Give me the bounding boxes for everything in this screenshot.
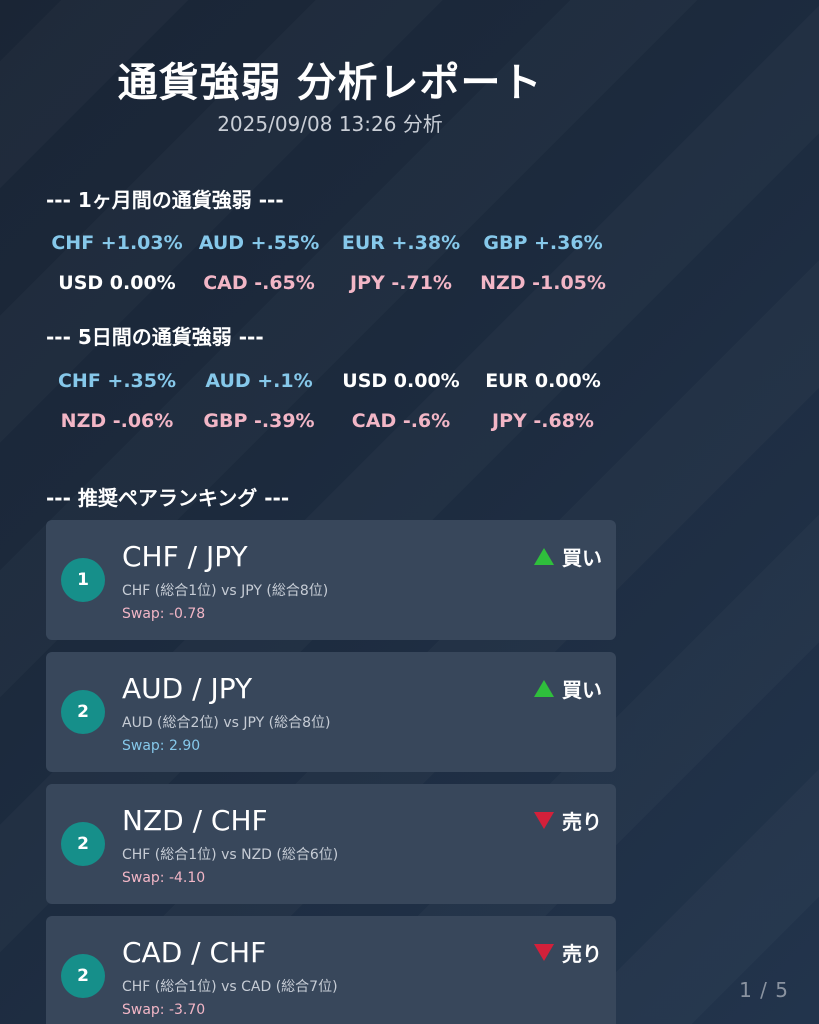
month-strength-item: EUR +.38%: [341, 232, 461, 254]
pair-swap: Swap: -0.78: [122, 606, 206, 622]
rank-badge: 2: [61, 822, 105, 866]
rank-badge: 2: [61, 954, 105, 998]
page-indicator: 1 / 5: [739, 978, 789, 1002]
five-day-strength-item: USD 0.00%: [342, 370, 460, 392]
five-day-strength-grid: CHF +.35% AUD +.1% USD 0.00% EUR 0.00% N…: [46, 370, 616, 433]
pair-detail: CHF (総合1位) vs CAD (総合7位): [122, 979, 338, 995]
month-strength-item: CAD -.65%: [203, 272, 315, 294]
five-day-strength-item: GBP -.39%: [203, 410, 315, 432]
pair-card[interactable]: 2 NZD / CHF CHF (総合1位) vs NZD (総合6位) Swa…: [46, 784, 616, 904]
five-day-strength-item: CHF +.35%: [57, 370, 177, 392]
pair-detail: CHF (総合1位) vs JPY (総合8位): [122, 583, 329, 599]
pair-swap: Swap: -4.10: [122, 870, 206, 886]
month-strength-item: GBP +.36%: [483, 232, 603, 254]
signal-label: 売り: [562, 810, 602, 834]
month-strength-item: NZD -1.05%: [480, 272, 606, 294]
pair-detail: AUD (総合2位) vs JPY (総合8位): [122, 715, 331, 731]
triangle-down-icon: [534, 812, 554, 829]
signal-label: 買い: [562, 546, 602, 570]
signal-badge: 買い: [534, 674, 602, 703]
five-day-strength-heading: --- 5日間の通貨強弱 ---: [46, 325, 264, 349]
signal-label: 買い: [562, 678, 602, 702]
five-day-strength-item: NZD -.06%: [60, 410, 174, 432]
signal-badge: 売り: [534, 806, 602, 835]
month-strength-heading: --- 1ヶ月間の通貨強弱 ---: [46, 188, 284, 212]
pair-name: AUD / JPY: [122, 672, 253, 705]
signal-badge: 売り: [534, 938, 602, 967]
pair-name: NZD / CHF: [122, 804, 268, 837]
triangle-up-icon: [534, 680, 554, 697]
pair-swap: Swap: 2.90: [122, 738, 201, 754]
pair-name: CAD / CHF: [122, 936, 267, 969]
five-day-strength-item: EUR 0.00%: [485, 370, 601, 392]
pair-detail: CHF (総合1位) vs NZD (総合6位): [122, 847, 339, 863]
rank-badge: 2: [61, 690, 105, 734]
report-timestamp: 2025/09/08 13:26 分析: [217, 112, 443, 136]
ranking-heading: --- 推奨ペアランキング ---: [46, 486, 290, 510]
signal-label: 売り: [562, 942, 602, 966]
triangle-down-icon: [534, 944, 554, 961]
five-day-strength-item: CAD -.6%: [351, 410, 451, 432]
month-strength-item: USD 0.00%: [58, 272, 176, 294]
triangle-up-icon: [534, 548, 554, 565]
month-strength-item: JPY -.71%: [350, 272, 452, 294]
signal-badge: 買い: [534, 542, 602, 571]
pair-card[interactable]: 1 CHF / JPY CHF (総合1位) vs JPY (総合8位) Swa…: [46, 520, 616, 640]
pair-name: CHF / JPY: [122, 540, 248, 573]
five-day-strength-item: AUD +.1%: [205, 370, 313, 392]
five-day-strength-item: JPY -.68%: [492, 410, 594, 432]
pair-card[interactable]: 2 CAD / CHF CHF (総合1位) vs CAD (総合7位) Swa…: [46, 916, 616, 1024]
month-strength-item: AUD +.55%: [198, 232, 320, 254]
report-title: 通貨強弱 分析レポート: [117, 60, 543, 106]
rank-badge: 1: [61, 558, 105, 602]
pair-card[interactable]: 2 AUD / JPY AUD (総合2位) vs JPY (総合8位) Swa…: [46, 652, 616, 772]
pair-swap: Swap: -3.70: [122, 1002, 206, 1018]
month-strength-grid: CHF +1.03% AUD +.55% EUR +.38% GBP +.36%…: [46, 232, 616, 295]
month-strength-item: CHF +1.03%: [51, 232, 183, 254]
